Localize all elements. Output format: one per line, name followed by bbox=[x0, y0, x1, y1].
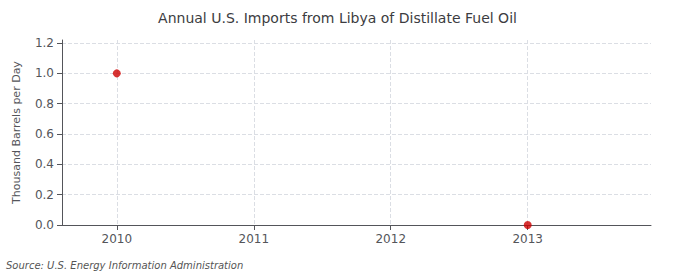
svg-text:1.0: 1.0 bbox=[35, 66, 54, 80]
svg-text:0.6: 0.6 bbox=[35, 127, 54, 141]
svg-text:0.4: 0.4 bbox=[35, 157, 54, 171]
svg-text:1.2: 1.2 bbox=[35, 36, 54, 50]
svg-text:0.8: 0.8 bbox=[35, 97, 54, 111]
svg-text:2010: 2010 bbox=[102, 232, 133, 246]
svg-text:Annual U.S. Imports from Libya: Annual U.S. Imports from Libya of Distil… bbox=[158, 10, 517, 26]
svg-text:Source: U.S. Energy Informatio: Source: U.S. Energy Information Administ… bbox=[6, 260, 243, 271]
svg-text:2012: 2012 bbox=[375, 232, 406, 246]
svg-text:0.2: 0.2 bbox=[35, 188, 54, 202]
svg-text:2013: 2013 bbox=[512, 232, 543, 246]
svg-text:Thousand Barrels per Day: Thousand Barrels per Day bbox=[10, 61, 23, 205]
svg-text:0.0: 0.0 bbox=[35, 218, 54, 232]
svg-text:2011: 2011 bbox=[238, 232, 269, 246]
